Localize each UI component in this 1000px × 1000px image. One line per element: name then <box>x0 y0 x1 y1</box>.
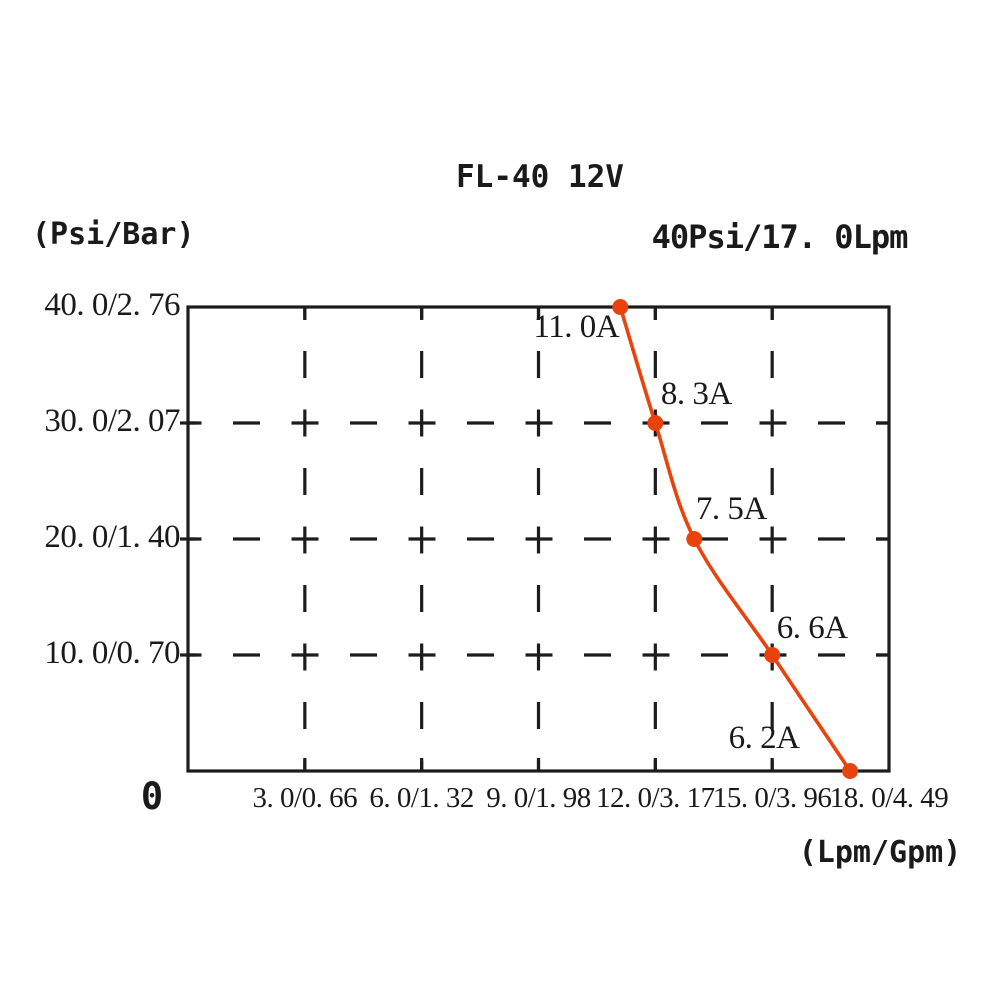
data-point <box>647 415 664 431</box>
x-tick-label: 3. 0/0. 66 <box>252 782 358 814</box>
y-tick-label: 30. 0/2. 07 <box>44 403 180 439</box>
x-tick-label: 6. 0/1. 32 <box>369 782 474 814</box>
y-tick-label: 20. 0/1. 40 <box>44 519 180 555</box>
x-tick-label: 15. 0/3. 96 <box>712 782 832 814</box>
data-point <box>842 763 859 779</box>
spec-label: 40Psi/17. 0Lpm <box>651 218 909 256</box>
y-tick-label: 40. 0/2. 76 <box>44 287 180 323</box>
current-annotation: 7. 5A <box>695 491 767 527</box>
y-axis-unit-label: (Psi/Bar) <box>32 217 195 252</box>
current-annotation: 11. 0A <box>533 309 620 345</box>
x-tick-label: 9. 0/1. 98 <box>486 782 591 814</box>
current-annotation: 8. 3A <box>660 376 732 412</box>
y-tick-label: 10. 0/0. 70 <box>44 635 180 671</box>
data-point <box>686 531 703 547</box>
data-point <box>612 299 629 315</box>
data-point <box>764 647 781 663</box>
x-tick-label: 18. 0/4. 49 <box>829 782 949 814</box>
current-annotation: 6. 6A <box>776 610 848 646</box>
x-axis-unit-label: (Lpm/Gpm) <box>798 835 962 870</box>
chart-title: FL-40 12V <box>456 159 624 195</box>
origin-label: 0 <box>140 775 164 818</box>
x-tick-label: 12. 0/3. 17 <box>596 782 715 814</box>
current-annotation: 6. 2A <box>728 720 800 756</box>
